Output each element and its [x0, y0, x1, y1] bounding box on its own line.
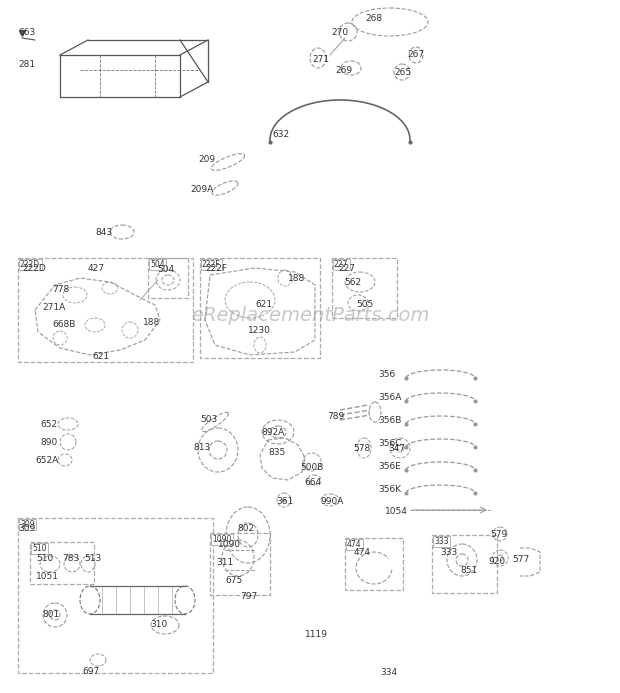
Text: 1090: 1090	[212, 535, 231, 544]
Text: 356K: 356K	[378, 485, 401, 494]
Text: 356C: 356C	[378, 439, 402, 448]
Text: 222D: 222D	[22, 264, 46, 273]
Text: 1119: 1119	[305, 630, 328, 639]
Text: 356E: 356E	[378, 462, 401, 471]
Text: 562: 562	[344, 278, 361, 287]
Text: 789: 789	[327, 412, 344, 421]
Text: 578: 578	[353, 444, 370, 453]
Text: 227: 227	[334, 260, 348, 269]
Text: 920: 920	[488, 557, 505, 566]
Text: 621: 621	[255, 300, 272, 309]
Bar	[18, 258, 193, 362]
Text: 334: 334	[380, 668, 397, 677]
Text: 1054: 1054	[385, 507, 408, 516]
Bar	[18, 518, 213, 673]
Bar	[30, 542, 94, 584]
Text: 668B: 668B	[52, 320, 76, 329]
Text: 227: 227	[338, 264, 355, 273]
Text: 222F: 222F	[205, 264, 227, 273]
Text: 778: 778	[52, 285, 69, 294]
Text: 579: 579	[490, 530, 507, 539]
Text: 697: 697	[82, 667, 99, 676]
Text: 222F: 222F	[202, 260, 221, 269]
Text: 474: 474	[347, 540, 361, 549]
Text: 510: 510	[36, 554, 53, 563]
Text: 504: 504	[150, 260, 165, 269]
Text: 505: 505	[356, 300, 373, 309]
Text: 309: 309	[18, 524, 35, 533]
Text: 663: 663	[18, 28, 35, 37]
Text: 500B: 500B	[300, 463, 324, 472]
Text: 675: 675	[225, 576, 242, 585]
Text: 310: 310	[150, 620, 167, 629]
Text: 333: 333	[434, 537, 449, 546]
Text: 890: 890	[40, 438, 57, 447]
Text: 621: 621	[92, 352, 109, 361]
Text: 281: 281	[18, 60, 35, 69]
Text: 209: 209	[198, 155, 215, 164]
Bar	[200, 258, 320, 358]
Text: 268: 268	[365, 14, 382, 23]
Text: 851: 851	[460, 566, 477, 575]
Text: 801: 801	[42, 610, 60, 619]
Text: 356A: 356A	[378, 393, 401, 402]
Text: 311: 311	[216, 558, 233, 567]
Text: 843: 843	[95, 228, 112, 237]
Bar	[148, 258, 188, 298]
Text: 797: 797	[240, 592, 257, 601]
Text: 1090: 1090	[218, 540, 241, 549]
Bar	[432, 535, 497, 593]
Text: 271: 271	[312, 55, 329, 64]
Text: 270: 270	[331, 28, 348, 37]
Text: 513: 513	[84, 554, 101, 563]
Text: 188: 188	[288, 274, 305, 283]
Text: 503: 503	[200, 415, 217, 424]
Text: 356: 356	[378, 370, 396, 379]
Text: 209A: 209A	[190, 185, 213, 194]
Text: 1051: 1051	[36, 572, 59, 581]
Bar	[345, 538, 403, 590]
Text: 504: 504	[157, 265, 174, 274]
Text: 474: 474	[354, 548, 371, 557]
Text: 1230: 1230	[248, 326, 271, 335]
Text: 309: 309	[20, 520, 35, 529]
Text: 652: 652	[40, 420, 57, 429]
Text: 510: 510	[32, 544, 46, 553]
Text: 802: 802	[237, 524, 254, 533]
Text: 222D: 222D	[20, 260, 40, 269]
Text: 356B: 356B	[378, 416, 401, 425]
Text: 269: 269	[335, 66, 352, 75]
Text: 990A: 990A	[320, 497, 343, 506]
Text: 632: 632	[272, 130, 289, 139]
Text: 188: 188	[143, 318, 160, 327]
Text: 577: 577	[512, 555, 529, 564]
Text: 347: 347	[388, 444, 405, 453]
Text: 333: 333	[440, 548, 458, 557]
Text: 835: 835	[268, 448, 285, 457]
Text: 783: 783	[62, 554, 79, 563]
Text: 361: 361	[276, 497, 293, 506]
Text: 265: 265	[394, 68, 411, 77]
Text: 652A: 652A	[35, 456, 58, 465]
Text: 271A: 271A	[42, 303, 65, 312]
Bar	[332, 258, 397, 318]
Bar	[210, 533, 270, 595]
Text: 813: 813	[193, 443, 210, 452]
Text: 664: 664	[304, 478, 321, 487]
Text: 892A: 892A	[261, 428, 284, 437]
Text: 427: 427	[88, 264, 105, 273]
Text: eReplacementParts.com: eReplacementParts.com	[191, 306, 429, 325]
Text: 267: 267	[407, 50, 424, 59]
